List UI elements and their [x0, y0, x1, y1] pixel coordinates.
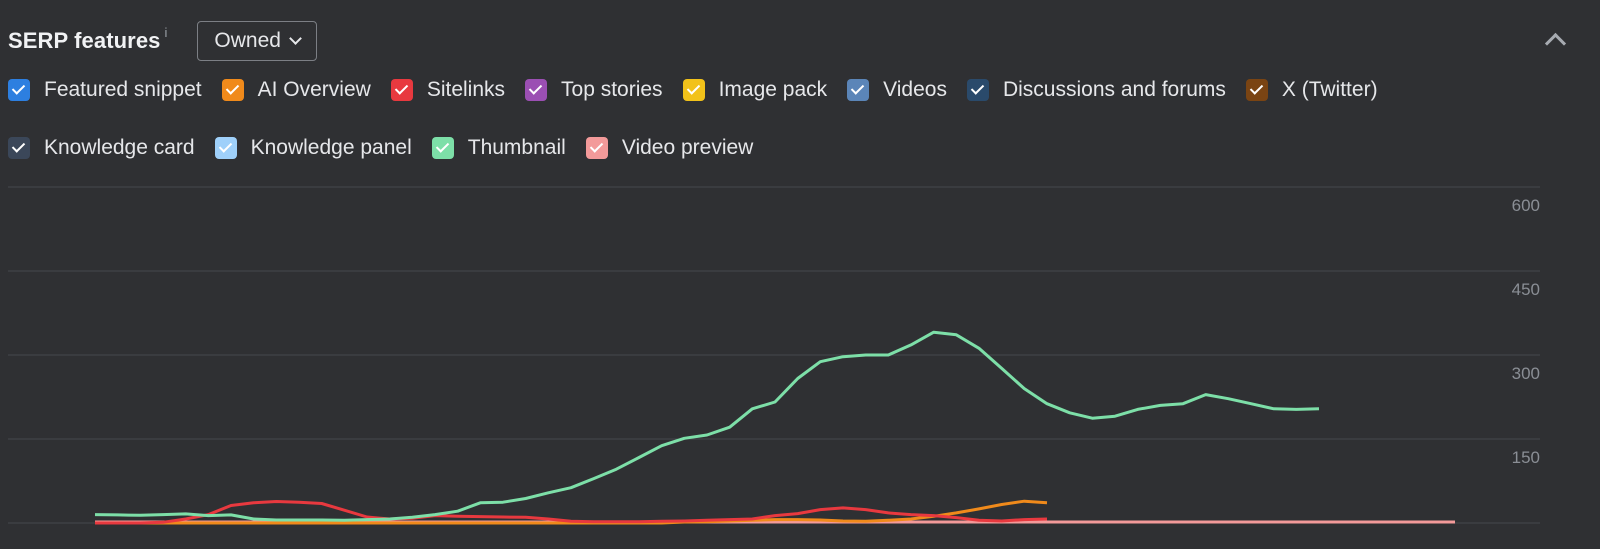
legend-item-thumbnail[interactable]: Thumbnail — [431, 136, 566, 160]
legend-item-x-twitter[interactable]: X (Twitter) — [1245, 78, 1378, 102]
y-tick-label: 450 — [1512, 280, 1540, 299]
checkbox-x-twitter[interactable] — [1245, 79, 1268, 101]
section-header: SERP features i Owned — [8, 20, 317, 62]
legend: Featured snippet AI Overview Sitelinks Top … — [8, 78, 1588, 160]
legend-item-image-pack[interactable]: Image pack — [682, 78, 828, 102]
checkbox-top-stories[interactable] — [525, 79, 548, 101]
y-tick-label: 600 — [1512, 196, 1540, 215]
series-line-sitelinks — [95, 500, 1048, 525]
checkbox-thumbnail[interactable] — [431, 137, 454, 159]
checkbox-knowledge-panel[interactable] — [214, 137, 237, 159]
legend-item-ai-overview[interactable]: AI Overview — [221, 78, 371, 102]
owned-dropdown[interactable]: Owned — [197, 21, 317, 61]
checkbox-videos[interactable] — [847, 79, 870, 101]
legend-label: Image pack — [718, 78, 828, 101]
legend-item-knowledge-card[interactable]: Knowledge card — [8, 136, 195, 160]
legend-item-video-preview[interactable]: Video preview — [585, 136, 754, 160]
y-tick-label: 150 — [1512, 448, 1540, 467]
dropdown-value: Owned — [214, 29, 281, 52]
legend-label: AI Overview — [257, 78, 371, 101]
checkbox-featured-snippet[interactable] — [8, 79, 30, 101]
legend-label: Discussions and forums — [1002, 78, 1226, 101]
checkbox-video-preview[interactable] — [585, 137, 608, 159]
y-tick-label: 300 — [1512, 364, 1540, 383]
legend-label: Knowledge card — [44, 136, 195, 159]
checkbox-knowledge-card[interactable] — [8, 137, 30, 159]
legend-label: X (Twitter) — [1281, 78, 1378, 101]
legend-label: Knowledge panel — [250, 136, 412, 159]
legend-item-knowledge-panel[interactable]: Knowledge panel — [214, 136, 412, 160]
series-line-thumbnail — [94, 330, 1320, 522]
legend-label: Video preview — [621, 136, 754, 159]
legend-label: Thumbnail — [467, 136, 566, 159]
section-title: SERP features — [8, 28, 161, 53]
series-line-ai-overview — [95, 499, 1048, 525]
checkbox-image-pack[interactable] — [682, 79, 705, 101]
legend-label: Featured snippet — [44, 78, 202, 101]
checkbox-sitelinks[interactable] — [390, 79, 413, 101]
info-icon[interactable]: i — [164, 24, 168, 40]
legend-item-featured-snippet[interactable]: Featured snippet — [8, 78, 202, 102]
legend-label: Sitelinks — [426, 78, 506, 101]
legend-item-top-stories[interactable]: Top stories — [525, 78, 663, 102]
checkbox-discussions-and-forums[interactable] — [966, 79, 989, 101]
legend-item-discussions-and-forums[interactable]: Discussions and forums — [966, 78, 1226, 102]
legend-label: Videos — [883, 78, 947, 101]
legend-label: Top stories — [561, 78, 663, 101]
legend-item-sitelinks[interactable]: Sitelinks — [390, 78, 506, 102]
legend-item-videos[interactable]: Videos — [847, 78, 947, 102]
checkbox-ai-overview[interactable] — [221, 79, 244, 101]
